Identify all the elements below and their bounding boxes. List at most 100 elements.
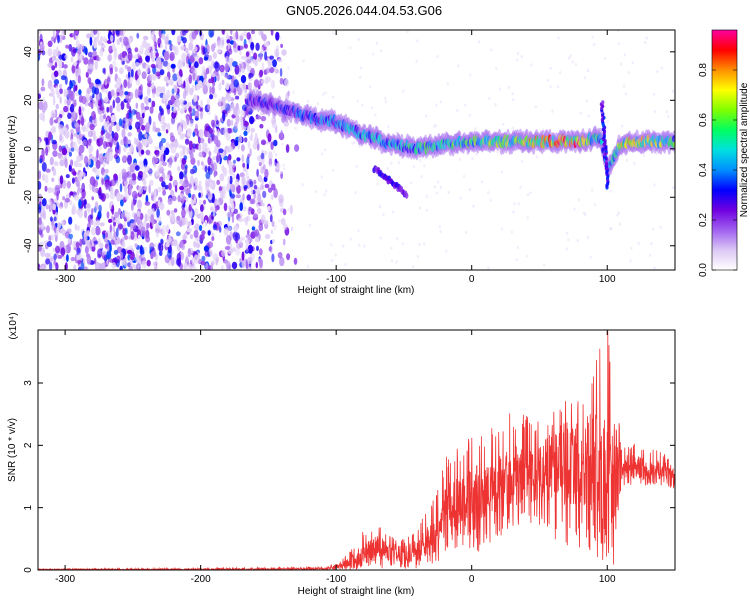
noise-speckle bbox=[586, 235, 590, 239]
noise-speckle bbox=[223, 127, 229, 138]
noise-speckle bbox=[183, 155, 188, 161]
noise-speckle bbox=[574, 63, 578, 67]
noise-speckle bbox=[96, 149, 99, 159]
noise-speckle bbox=[277, 252, 283, 259]
noise-speckle bbox=[173, 208, 178, 213]
noise-speckle bbox=[41, 50, 46, 56]
noise-speckle bbox=[490, 48, 493, 52]
noise-speckle bbox=[230, 119, 234, 126]
noise-speckle bbox=[177, 106, 180, 112]
noise-speckle bbox=[75, 68, 79, 75]
noise-speckle bbox=[180, 45, 186, 51]
noise-speckle bbox=[529, 191, 532, 195]
noise-speckle bbox=[282, 163, 285, 167]
noise-speckle bbox=[142, 260, 147, 269]
noise-speckle bbox=[201, 230, 206, 236]
noise-speckle bbox=[126, 249, 133, 255]
noise-speckle bbox=[103, 155, 109, 161]
noise-speckle bbox=[621, 124, 624, 128]
noise-speckle bbox=[127, 77, 131, 83]
noise-speckle bbox=[84, 125, 89, 132]
noise-speckle bbox=[178, 69, 183, 77]
noise-speckle bbox=[234, 64, 240, 75]
noise-speckle bbox=[64, 130, 70, 139]
noise-speckle bbox=[220, 152, 225, 159]
noise-speckle bbox=[278, 219, 281, 223]
noise-speckle bbox=[357, 243, 361, 247]
noise-speckle bbox=[129, 92, 134, 100]
noise-speckle bbox=[192, 71, 196, 81]
noise-speckle bbox=[144, 133, 148, 139]
noise-speckle bbox=[649, 253, 652, 257]
noise-speckle bbox=[205, 67, 210, 75]
noise-speckle bbox=[361, 103, 364, 107]
noise-speckle bbox=[270, 194, 274, 200]
noise-speckle bbox=[93, 30, 98, 35]
noise-speckle bbox=[120, 101, 125, 110]
noise-speckle bbox=[161, 123, 166, 132]
noise-speckle bbox=[186, 147, 190, 155]
noise-speckle bbox=[207, 55, 213, 62]
noise-speckle bbox=[468, 113, 471, 117]
noise-speckle bbox=[262, 190, 267, 199]
noise-speckle bbox=[59, 175, 64, 185]
noise-speckle bbox=[610, 227, 613, 231]
noise-speckle bbox=[260, 178, 265, 185]
noise-speckle bbox=[116, 77, 122, 87]
noise-speckle bbox=[184, 138, 190, 145]
noise-speckle bbox=[109, 224, 113, 233]
noise-speckle bbox=[171, 212, 176, 223]
noise-speckle bbox=[151, 100, 156, 108]
noise-speckle bbox=[66, 98, 71, 106]
noise-speckle bbox=[660, 66, 664, 70]
noise-speckle bbox=[247, 176, 250, 181]
noise-speckle bbox=[229, 175, 233, 185]
noise-speckle bbox=[160, 238, 164, 245]
noise-speckle bbox=[349, 237, 353, 241]
noise-speckle bbox=[209, 158, 213, 167]
noise-speckle bbox=[439, 185, 443, 190]
noise-speckle bbox=[150, 50, 153, 59]
noise-speckle bbox=[159, 43, 163, 49]
noise-speckle bbox=[244, 239, 250, 245]
noise-speckle bbox=[177, 166, 181, 172]
noise-speckle bbox=[60, 75, 66, 81]
noise-speckle bbox=[143, 35, 149, 41]
noise-speckle bbox=[104, 96, 109, 103]
noise-speckle bbox=[652, 92, 656, 96]
noise-speckle bbox=[253, 184, 258, 190]
noise-speckle bbox=[216, 40, 222, 48]
noise-speckle bbox=[627, 70, 630, 74]
noise-speckle bbox=[401, 242, 405, 246]
noise-speckle bbox=[253, 213, 258, 218]
noise-speckle bbox=[121, 39, 124, 49]
noise-speckle bbox=[106, 106, 110, 113]
noise-speckle bbox=[593, 203, 597, 207]
noise-speckle bbox=[188, 107, 192, 112]
noise-speckle bbox=[143, 219, 147, 228]
noise-speckle bbox=[40, 86, 46, 92]
noise-speckle bbox=[110, 114, 117, 123]
noise-speckle bbox=[82, 127, 86, 133]
noise-speckle bbox=[232, 32, 236, 42]
noise-speckle bbox=[188, 74, 193, 85]
noise-speckle bbox=[245, 215, 251, 222]
ridge-branch bbox=[404, 192, 409, 199]
noise-speckle bbox=[656, 70, 659, 74]
noise-speckle bbox=[116, 141, 120, 151]
noise-speckle bbox=[438, 225, 441, 229]
noise-speckle bbox=[131, 180, 137, 186]
noise-speckle bbox=[241, 251, 245, 261]
noise-speckle bbox=[148, 135, 152, 144]
noise-speckle bbox=[256, 203, 260, 208]
noise-speckle bbox=[280, 129, 283, 139]
noise-speckle bbox=[231, 214, 235, 224]
noise-speckle bbox=[51, 187, 56, 193]
noise-speckle bbox=[277, 58, 283, 63]
noise-speckle bbox=[134, 194, 138, 199]
noise-speckle bbox=[330, 243, 333, 247]
snr-panel: -300 -200 -100 0 100 0 1 2 3 Height of straight… bbox=[7, 312, 676, 597]
noise-speckle bbox=[197, 184, 202, 191]
noise-speckle bbox=[207, 104, 211, 111]
noise-speckle bbox=[176, 215, 181, 221]
